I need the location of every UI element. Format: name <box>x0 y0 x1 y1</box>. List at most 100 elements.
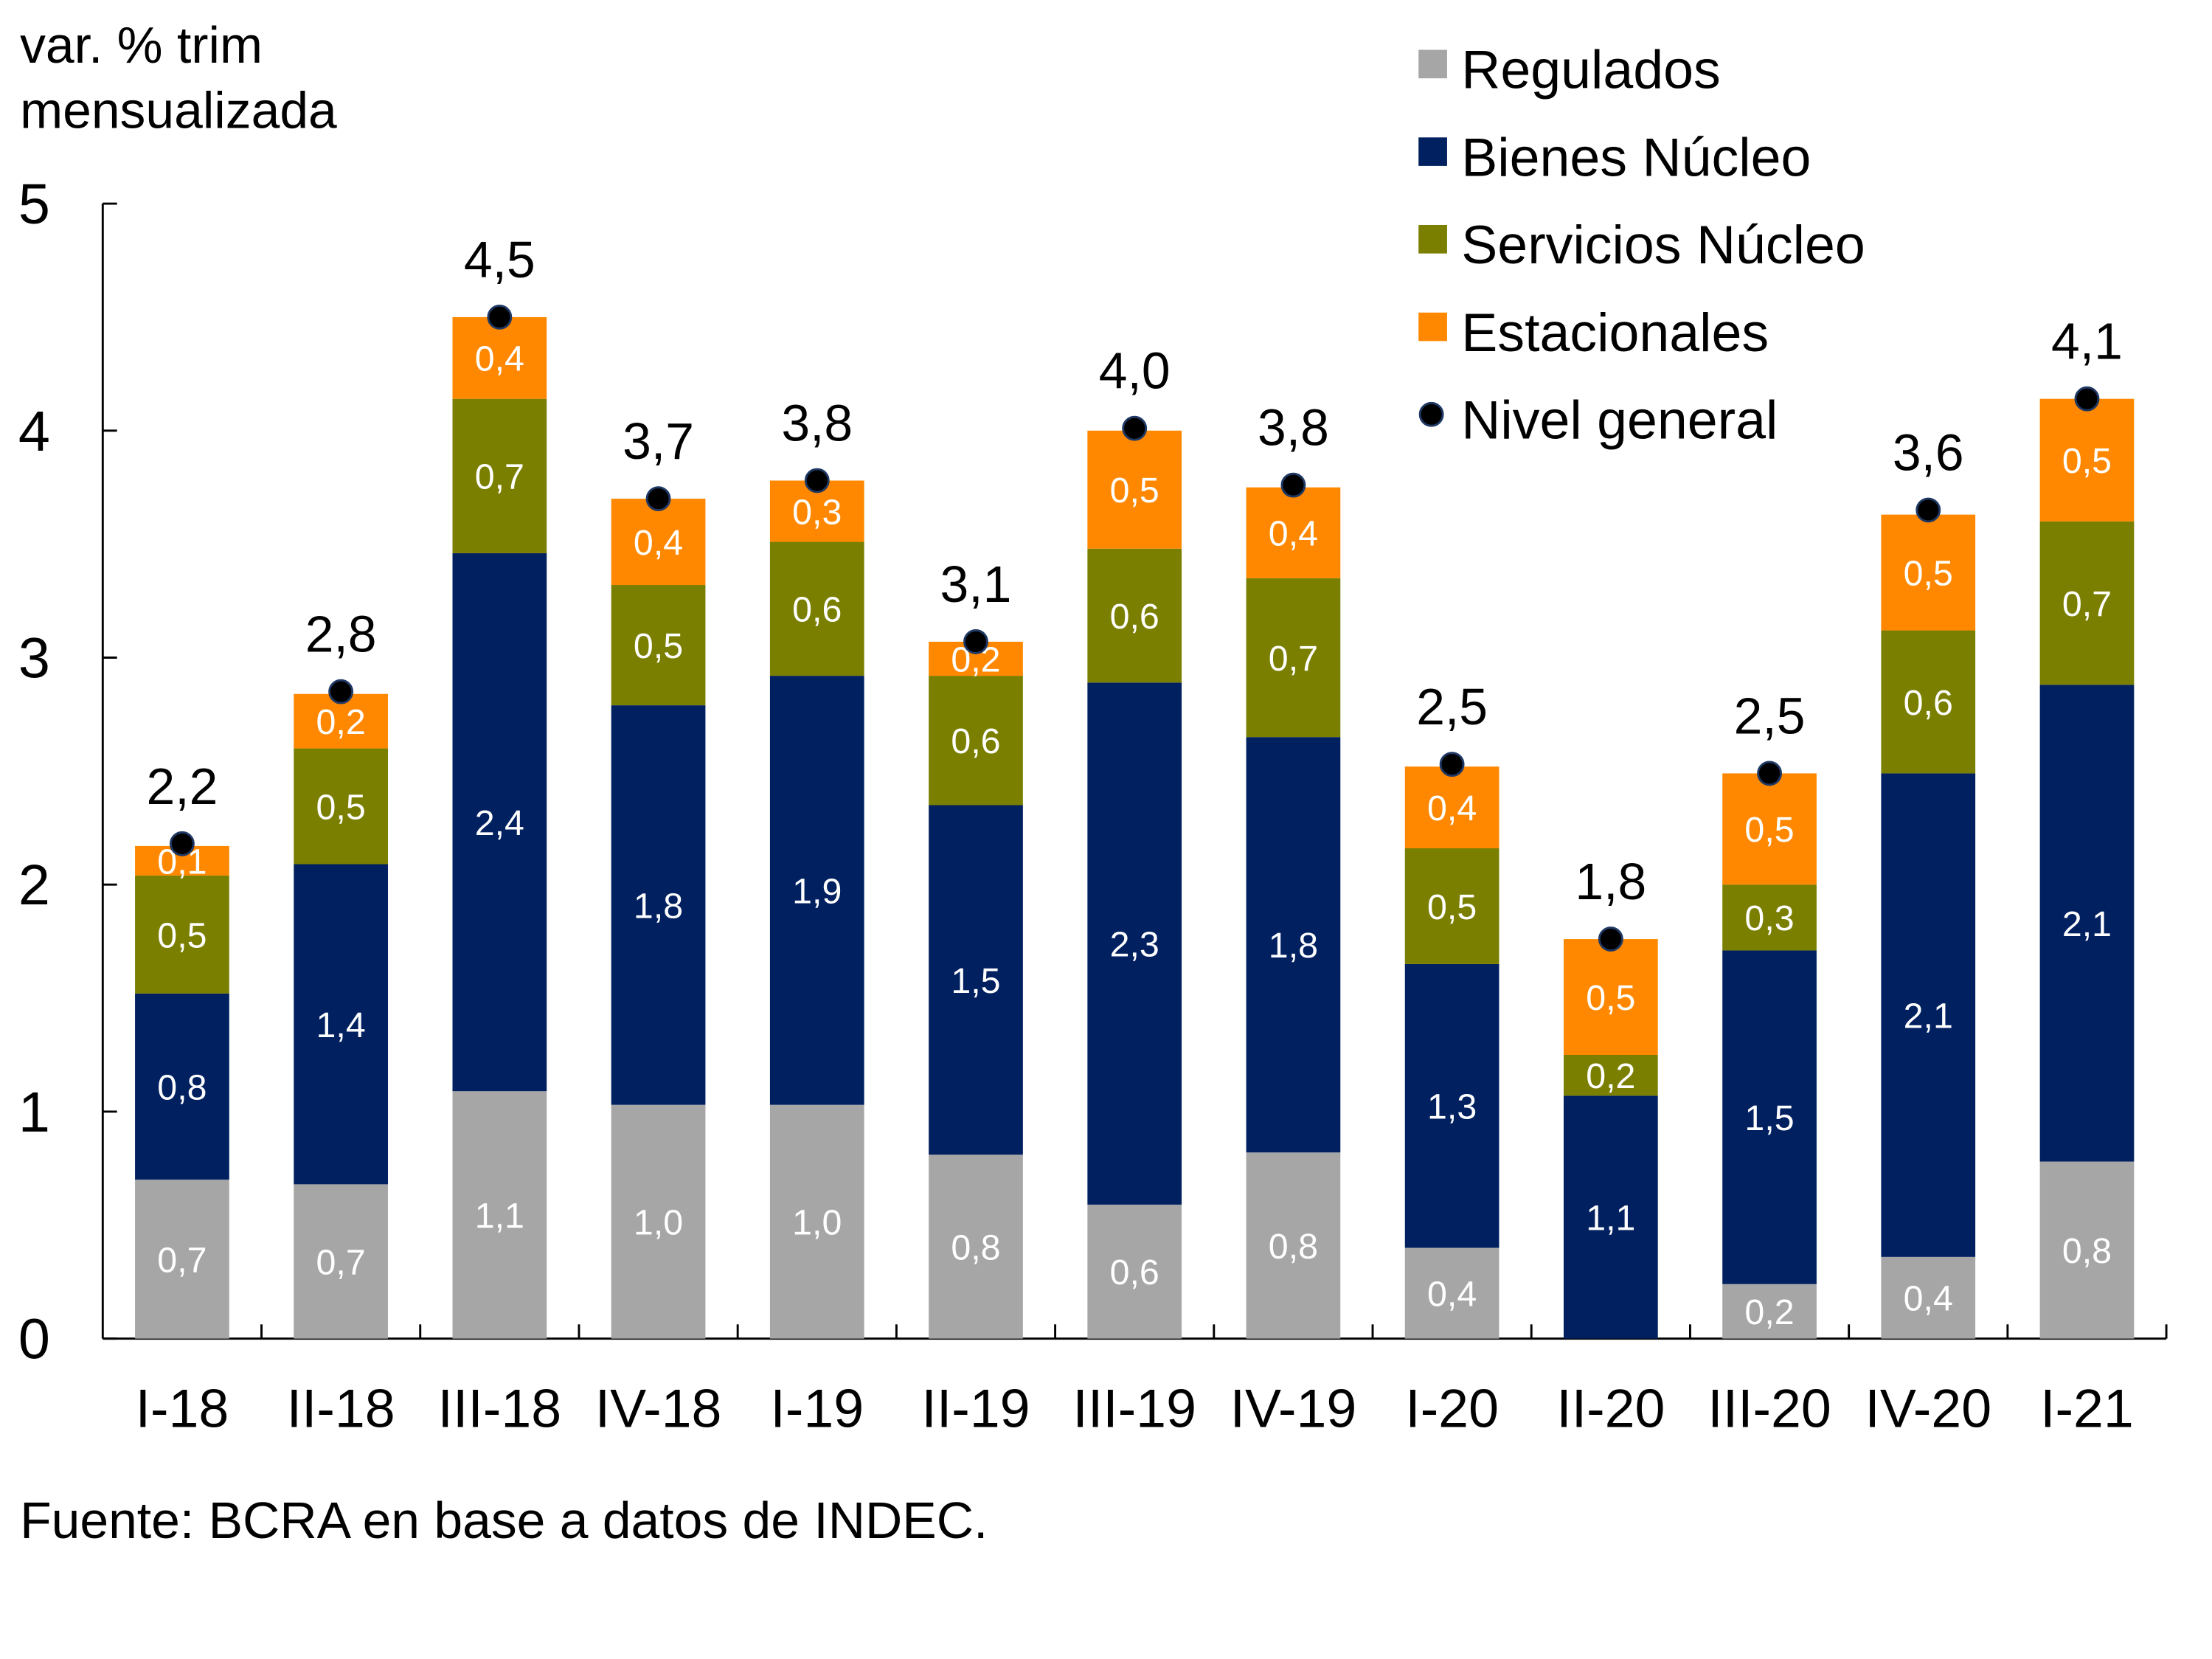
segment-data-label: 0,5 <box>634 626 683 666</box>
segment-data-label: 0,5 <box>1110 471 1159 510</box>
legend-label: Nivel general <box>1461 390 1778 451</box>
bar-segment-regulados <box>611 1104 706 1339</box>
x-category-label: I-20 <box>1405 1378 1499 1438</box>
segment-data-label: 1,5 <box>1744 1098 1794 1138</box>
segment-data-label: 0,7 <box>1269 639 1318 679</box>
y-tick-label: 1 <box>18 1081 50 1144</box>
bar-segment-regulados <box>1881 1256 1976 1339</box>
bar-segment-bienes-nucleo <box>1246 737 1341 1153</box>
nivel-general-label: 3,8 <box>781 394 853 451</box>
nivel-general-dot <box>1757 761 1782 786</box>
bar-stack-I-18: 0,70,80,50,1 <box>135 842 229 1339</box>
x-category-label: III-18 <box>438 1378 562 1438</box>
x-category-label: I-18 <box>136 1378 229 1438</box>
bar-stack-IV-19: 0,8 1,8 0,7 0,4 <box>1246 487 1341 1339</box>
bar-segment-regulados <box>1722 1284 1817 1339</box>
segment-data-label: 0,8 <box>951 1227 1000 1267</box>
segment-data-label: 1,1 <box>1586 1198 1635 1238</box>
nivel-general-dot <box>1439 752 1465 777</box>
x-category-label: IV-18 <box>595 1378 722 1438</box>
nivel-general-label: 4,1 <box>2051 313 2123 370</box>
segment-data-label: 0,8 <box>157 1068 207 1108</box>
bar-segment-servicios-nucleo <box>611 585 706 706</box>
segment-data-label: 0,7 <box>157 1240 207 1280</box>
bar-stack-IV-20: 0,4 2,1 0,6 0,5 <box>1881 514 1976 1339</box>
x-category-label: I-19 <box>770 1378 864 1438</box>
bar-segment-estacionales <box>1087 430 1182 549</box>
bar-segment-bienes-nucleo <box>135 993 229 1180</box>
segment-data-label: 0,7 <box>316 1242 366 1282</box>
nivel-general-label: 2,5 <box>1416 678 1488 735</box>
segment-data-label: 2,1 <box>2062 904 2112 944</box>
bar-segment-bienes-nucleo <box>1881 773 1976 1257</box>
bar-segment-regulados <box>135 1180 229 1339</box>
legend-label: Servicios Núcleo <box>1461 215 1865 275</box>
nivel-general-label: 3,6 <box>1893 423 1964 481</box>
nivel-general-label: 4,5 <box>464 231 535 288</box>
bar-segment-regulados <box>452 1091 547 1339</box>
bar-segment-servicios-nucleo <box>1881 630 1976 774</box>
bar-segment-estacionales <box>452 316 547 399</box>
bar-segment-bienes-nucleo <box>452 553 547 1092</box>
segment-data-label: 0,6 <box>1904 683 1953 723</box>
bar-stack-IV-18: 1,0 1,8 0,5 0,4 <box>611 499 706 1339</box>
segment-data-label: 1,0 <box>792 1203 842 1243</box>
nivel-general-dot <box>487 305 513 330</box>
bar-segment-regulados <box>294 1184 388 1339</box>
segment-data-label: 0,6 <box>792 590 842 630</box>
segment-data-label: 0,3 <box>1744 898 1794 938</box>
bar-segment-bienes-nucleo <box>294 864 388 1185</box>
segment-data-label: 0,5 <box>1904 554 1953 594</box>
nivel-general-label: 2,2 <box>147 758 218 815</box>
y-axis-label-line-1: var. % trim <box>20 16 263 74</box>
bar-segment-bienes-nucleo <box>1563 1095 1658 1339</box>
segment-data-label: 0,4 <box>634 523 683 563</box>
segment-data-label: 1,5 <box>951 961 1000 1001</box>
y-axis-label-line-2: mensualizada <box>20 82 337 139</box>
bar-segment-bienes-nucleo <box>611 705 706 1105</box>
nivel-general-label: 1,8 <box>1575 853 1646 910</box>
bar-segment-regulados <box>1087 1205 1182 1339</box>
legend-label: Bienes Núcleo <box>1461 127 1811 187</box>
segment-data-label: 0,4 <box>1904 1279 1953 1319</box>
x-axis-labels: I-18 II-18 III-18 IV-18 I-19 II-19 III-19 IV-19… <box>136 1378 2134 1438</box>
axes: 0 1 2 3 4 5 <box>18 173 2168 1371</box>
y-tick-label: 2 <box>18 853 50 917</box>
nivel-general-dot <box>169 831 195 856</box>
bar-segment-servicios-nucleo <box>769 541 864 676</box>
legend-item: Bienes Núcleo <box>1418 127 1811 187</box>
bar-segment-bienes-nucleo <box>2039 685 2135 1162</box>
segment-data-label: 1,1 <box>475 1196 524 1236</box>
x-category-label: II-19 <box>921 1378 1030 1438</box>
legend-item: Estacionales <box>1418 302 1769 363</box>
nivel-general-dot <box>328 679 354 704</box>
y-tick-label: 3 <box>18 627 50 690</box>
bar-stack-I-20: 0,4 1,3 0,5 0,4 <box>1404 766 1499 1339</box>
segment-data-label: 0,5 <box>1586 978 1635 1018</box>
x-category-label: III-20 <box>1707 1378 1831 1438</box>
segment-data-label: 0,5 <box>2062 441 2112 481</box>
nivel-general-dot <box>1598 927 1623 952</box>
segment-data-label: 0,8 <box>1269 1227 1318 1267</box>
segment-data-label: 0,2 <box>1586 1056 1635 1096</box>
bar-segment-regulados <box>1404 1247 1499 1339</box>
nivel-general-dot <box>1915 497 1941 523</box>
bar-segment-servicios-nucleo <box>294 748 388 865</box>
segment-data-label: 2,3 <box>1110 925 1159 965</box>
bar-segment-bienes-nucleo <box>1722 950 1817 1284</box>
legend: Regulados Bienes Núcleo Servicios Núcleo Es… <box>1418 40 1865 451</box>
segment-data-label: 0,6 <box>951 721 1000 761</box>
nivel-general-dot <box>804 468 830 493</box>
bar-segment-servicios-nucleo <box>135 875 229 994</box>
segment-data-label: 0,2 <box>316 702 366 742</box>
x-category-label: II-18 <box>287 1378 395 1438</box>
x-category-label: II-20 <box>1556 1378 1665 1438</box>
bar-stack-III-19: 0,6 2,3 0,6 0,5 <box>1087 430 1182 1339</box>
bar-segment-servicios-nucleo <box>2039 521 2135 685</box>
legend-swatch <box>1418 225 1447 254</box>
legend-swatch <box>1418 137 1447 166</box>
nivel-general-dot <box>645 486 671 511</box>
nivel-general-dot <box>1280 472 1306 498</box>
segment-data-label: 0,4 <box>475 339 524 379</box>
